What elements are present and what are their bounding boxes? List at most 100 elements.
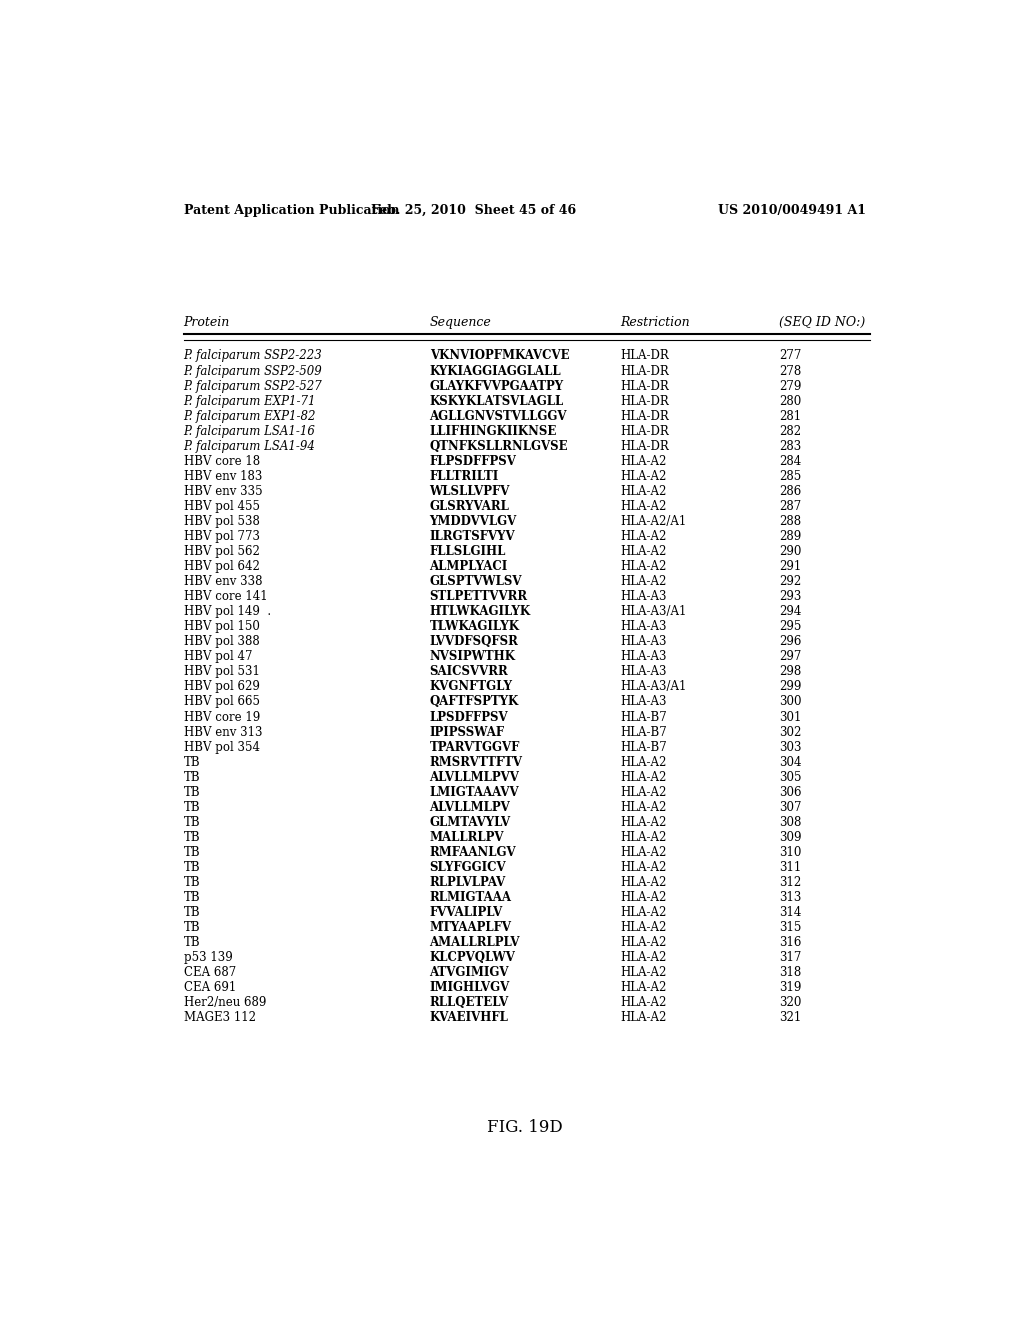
Text: 310: 310 <box>778 846 801 859</box>
Text: HBV pol 388: HBV pol 388 <box>183 635 259 648</box>
Text: p53 139: p53 139 <box>183 952 232 964</box>
Text: Restriction: Restriction <box>620 315 689 329</box>
Text: 294: 294 <box>778 605 801 618</box>
Text: P. falciparum LSA1-16: P. falciparum LSA1-16 <box>183 425 315 438</box>
Text: TB: TB <box>183 846 200 859</box>
Text: 291: 291 <box>778 560 801 573</box>
Text: KVAEIVHFL: KVAEIVHFL <box>430 1011 509 1024</box>
Text: Sequence: Sequence <box>430 315 492 329</box>
Text: 312: 312 <box>778 876 801 888</box>
Text: RLMIGTAAA: RLMIGTAAA <box>430 891 512 904</box>
Text: HLA-A2/A1: HLA-A2/A1 <box>620 515 686 528</box>
Text: 303: 303 <box>778 741 801 754</box>
Text: CEA 691: CEA 691 <box>183 981 236 994</box>
Text: 285: 285 <box>778 470 801 483</box>
Text: TB: TB <box>183 816 200 829</box>
Text: 296: 296 <box>778 635 801 648</box>
Text: KLCPVQLWV: KLCPVQLWV <box>430 952 515 964</box>
Text: HLA-A3: HLA-A3 <box>620 665 667 678</box>
Text: GLSRYVARL: GLSRYVARL <box>430 500 510 513</box>
Text: 308: 308 <box>778 816 801 829</box>
Text: HBV env 338: HBV env 338 <box>183 576 262 589</box>
Text: TB: TB <box>183 921 200 935</box>
Text: HLA-A2: HLA-A2 <box>620 785 667 799</box>
Text: HLA-A2: HLA-A2 <box>620 891 667 904</box>
Text: KVGNFTGLY: KVGNFTGLY <box>430 680 513 693</box>
Text: TB: TB <box>183 771 200 784</box>
Text: HLA-A2: HLA-A2 <box>620 921 667 935</box>
Text: LMIGTAAAVV: LMIGTAAAVV <box>430 785 519 799</box>
Text: FIG. 19D: FIG. 19D <box>487 1119 562 1137</box>
Text: 287: 287 <box>778 500 801 513</box>
Text: HBV pol 642: HBV pol 642 <box>183 560 259 573</box>
Text: STLPETTVVRR: STLPETTVVRR <box>430 590 527 603</box>
Text: LPSDFFPSV: LPSDFFPSV <box>430 710 508 723</box>
Text: HLA-A2: HLA-A2 <box>620 545 667 558</box>
Text: FVVALIPLV: FVVALIPLV <box>430 906 503 919</box>
Text: TB: TB <box>183 906 200 919</box>
Text: 307: 307 <box>778 801 801 813</box>
Text: RMFAANLGV: RMFAANLGV <box>430 846 516 859</box>
Text: TB: TB <box>183 755 200 768</box>
Text: TB: TB <box>183 891 200 904</box>
Text: HLA-B7: HLA-B7 <box>620 726 667 739</box>
Text: 277: 277 <box>778 350 801 363</box>
Text: FLLTRILTI: FLLTRILTI <box>430 470 499 483</box>
Text: MALLRLPV: MALLRLPV <box>430 830 504 843</box>
Text: 288: 288 <box>778 515 801 528</box>
Text: HLA-B7: HLA-B7 <box>620 741 667 754</box>
Text: TLWKAGILYK: TLWKAGILYK <box>430 620 519 634</box>
Text: HLA-DR: HLA-DR <box>620 425 669 438</box>
Text: VKNVIOPFMKAVCVE: VKNVIOPFMKAVCVE <box>430 350 569 363</box>
Text: HBV env 183: HBV env 183 <box>183 470 262 483</box>
Text: RMSRVTTFTV: RMSRVTTFTV <box>430 755 522 768</box>
Text: 320: 320 <box>778 997 801 1010</box>
Text: HLA-A2: HLA-A2 <box>620 1011 667 1024</box>
Text: 279: 279 <box>778 380 801 392</box>
Text: 281: 281 <box>778 409 801 422</box>
Text: 293: 293 <box>778 590 801 603</box>
Text: HLA-A2: HLA-A2 <box>620 981 667 994</box>
Text: HLA-DR: HLA-DR <box>620 395 669 408</box>
Text: HLA-A2: HLA-A2 <box>620 455 667 467</box>
Text: FLLSLGIHL: FLLSLGIHL <box>430 545 506 558</box>
Text: ILRGTSFVYV: ILRGTSFVYV <box>430 531 515 543</box>
Text: HLA-A2: HLA-A2 <box>620 755 667 768</box>
Text: TB: TB <box>183 876 200 888</box>
Text: 280: 280 <box>778 395 801 408</box>
Text: 284: 284 <box>778 455 801 467</box>
Text: HLA-A3: HLA-A3 <box>620 651 667 664</box>
Text: HTLWKAGILYK: HTLWKAGILYK <box>430 605 530 618</box>
Text: HLA-DR: HLA-DR <box>620 364 669 378</box>
Text: 301: 301 <box>778 710 801 723</box>
Text: 305: 305 <box>778 771 801 784</box>
Text: HLA-A2: HLA-A2 <box>620 560 667 573</box>
Text: FLPSDFFPSV: FLPSDFFPSV <box>430 455 516 467</box>
Text: QAFTFSPTYK: QAFTFSPTYK <box>430 696 519 709</box>
Text: HLA-DR: HLA-DR <box>620 440 669 453</box>
Text: P. falciparum LSA1-94: P. falciparum LSA1-94 <box>183 440 315 453</box>
Text: 318: 318 <box>778 966 801 979</box>
Text: 306: 306 <box>778 785 801 799</box>
Text: HLA-A3/A1: HLA-A3/A1 <box>620 680 686 693</box>
Text: 316: 316 <box>778 936 801 949</box>
Text: LLIFHINGKIIKNSE: LLIFHINGKIIKNSE <box>430 425 557 438</box>
Text: HBV pol 773: HBV pol 773 <box>183 531 259 543</box>
Text: HLA-A2: HLA-A2 <box>620 861 667 874</box>
Text: KYKIAGGIAGGLALL: KYKIAGGIAGGLALL <box>430 364 561 378</box>
Text: HBV pol 455: HBV pol 455 <box>183 500 259 513</box>
Text: HLA-B7: HLA-B7 <box>620 710 667 723</box>
Text: 286: 286 <box>778 484 801 498</box>
Text: 314: 314 <box>778 906 801 919</box>
Text: 292: 292 <box>778 576 801 589</box>
Text: LVVDFSQFSR: LVVDFSQFSR <box>430 635 518 648</box>
Text: HBV pol 149  .: HBV pol 149 . <box>183 605 270 618</box>
Text: YMDDVVLGV: YMDDVVLGV <box>430 515 517 528</box>
Text: HLA-A2: HLA-A2 <box>620 846 667 859</box>
Text: HBV env 335: HBV env 335 <box>183 484 262 498</box>
Text: 313: 313 <box>778 891 801 904</box>
Text: HLA-A3: HLA-A3 <box>620 635 667 648</box>
Text: TB: TB <box>183 830 200 843</box>
Text: NVSIPWTHK: NVSIPWTHK <box>430 651 515 664</box>
Text: HLA-A2: HLA-A2 <box>620 484 667 498</box>
